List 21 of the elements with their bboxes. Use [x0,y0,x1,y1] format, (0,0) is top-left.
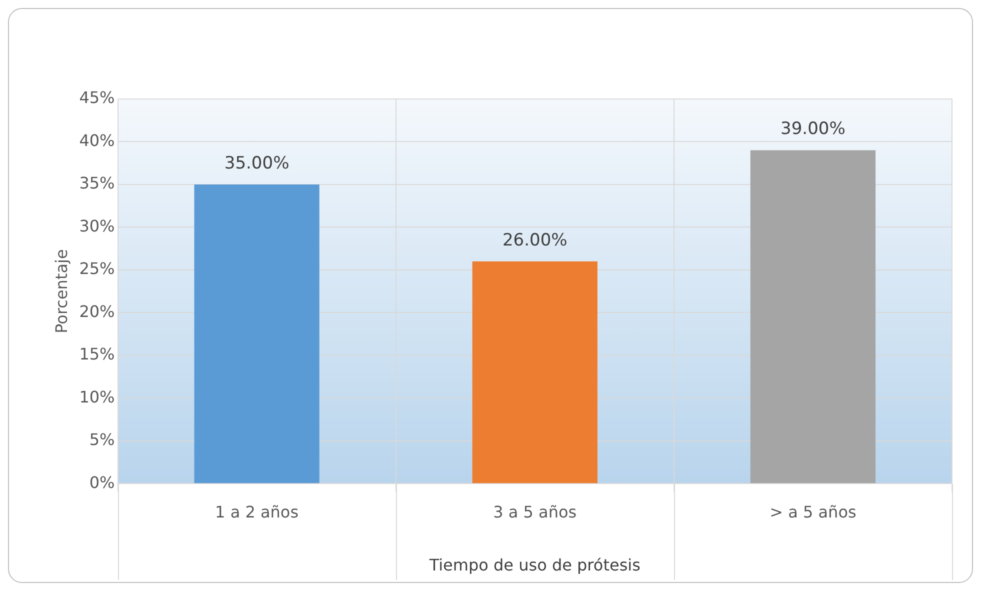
data-label: 35.00% [224,153,290,174]
y-tick-label: 5% [89,430,115,450]
bar [194,184,320,484]
bar [750,150,876,484]
y-axis-title: Porcentaje [52,249,71,334]
y-tick-label: 30% [79,216,115,236]
y-tick-label: 40% [79,130,115,150]
y-tick-label: 0% [89,472,115,492]
bar [472,261,598,484]
data-label: 26.00% [502,230,568,250]
y-tick-label: 45% [79,88,115,108]
y-tick-label: 35% [79,174,115,193]
x-tick-label: 1 a 2 años [215,502,299,522]
y-tick-label: 10% [79,387,115,406]
y-tick-label: 25% [79,259,115,278]
data-label: 39.00% [780,119,846,140]
x-axis-title: Tiempo de uso de prótesis [428,556,640,575]
y-tick-label: 20% [79,302,115,321]
x-tick-label: 3 a 5 años [493,502,577,522]
y-tick-label: 15% [79,344,115,364]
x-tick-label: > a 5 años [770,502,856,522]
